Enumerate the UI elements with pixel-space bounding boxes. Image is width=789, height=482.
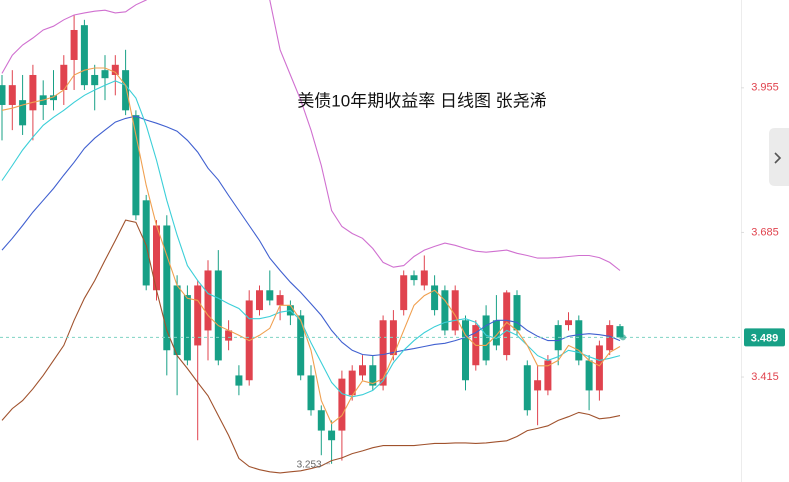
candle-body — [50, 95, 57, 101]
candle-body — [60, 64, 68, 90]
candle-body — [523, 365, 531, 411]
low-label: 3.253 — [297, 459, 322, 470]
candle-body — [534, 380, 542, 391]
candle-body — [565, 320, 572, 326]
candle-body — [441, 290, 449, 331]
candle-body — [225, 330, 233, 341]
last-price-dot — [620, 334, 626, 341]
candle-body — [544, 360, 552, 391]
last-price-tag — [744, 328, 785, 347]
candle-body — [111, 64, 119, 75]
candle-body — [183, 295, 191, 361]
candle-body — [8, 85, 16, 105]
y-tick-label: 3.685 — [751, 226, 779, 238]
last-price-label: 3.489 — [751, 332, 779, 344]
candle-body — [451, 290, 459, 331]
candle-body — [91, 74, 99, 86]
candle-body — [132, 115, 140, 216]
candle-body — [400, 275, 408, 311]
candle-body — [513, 295, 521, 331]
candle-body — [307, 375, 315, 411]
indicator-line — [1, 80, 621, 398]
candle-body — [276, 295, 284, 306]
candle-body — [431, 285, 439, 311]
candle-body — [585, 360, 593, 391]
candle-body — [348, 370, 356, 396]
candle-body — [214, 270, 222, 361]
candle-body — [359, 365, 366, 376]
candle-body — [328, 430, 336, 441]
side-toggle[interactable] — [769, 128, 789, 186]
candle-body — [503, 292, 511, 356]
chart-title: 美债10年期收益率 日线图 张尧浠 — [297, 91, 546, 110]
candle-body — [256, 290, 263, 311]
candle-body — [297, 315, 305, 376]
indicator-line — [1, 0, 621, 271]
candle-body — [379, 320, 387, 386]
candle-body — [606, 325, 614, 351]
candle-body — [163, 225, 171, 351]
plot-area: 3.253 — [0, 0, 740, 474]
candle-body — [338, 378, 346, 431]
candle-body — [369, 365, 377, 386]
candle-body — [142, 200, 150, 286]
candle-body — [389, 320, 397, 356]
candle-body — [122, 70, 130, 111]
candle-body — [101, 70, 109, 79]
candle-body — [80, 25, 88, 86]
candle-body — [482, 315, 490, 361]
candle-body — [153, 225, 160, 291]
candle-body — [173, 285, 181, 356]
price-axis: 3.955 3.685 3.415 3.489 — [741, 82, 785, 383]
candle-body — [317, 410, 325, 431]
candle-body — [0, 85, 6, 105]
candle-body — [70, 29, 78, 60]
y-tick-label: 3.415 — [751, 371, 779, 383]
candle-body — [194, 285, 202, 346]
candle-body — [29, 74, 37, 111]
candle-body — [492, 320, 500, 346]
candle-body — [575, 320, 583, 361]
candle-body — [235, 375, 243, 386]
indicator-line — [1, 219, 621, 474]
candle-body — [266, 290, 274, 301]
candle-body — [595, 345, 603, 391]
candle-body — [19, 100, 27, 126]
candle-body — [462, 320, 469, 381]
candle-body — [616, 326, 624, 338]
candle-body — [410, 275, 418, 281]
indicator-line — [1, 115, 621, 357]
y-tick-label: 3.955 — [751, 82, 779, 94]
candle-body — [420, 270, 428, 286]
indicator-line — [1, 67, 621, 425]
candle-body — [204, 270, 212, 331]
